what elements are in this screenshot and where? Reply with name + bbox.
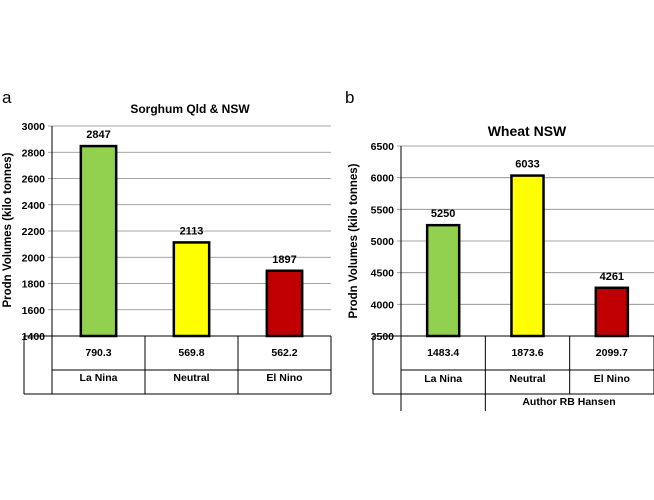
chart-a-category-label: La Nina xyxy=(80,372,118,384)
chart-a-data-labels: 2847 2113 1897 xyxy=(86,129,296,266)
chart-a-y-tick-label: 2200 xyxy=(22,226,46,238)
panel-letter-a: a xyxy=(2,88,12,107)
chart-b-bar-neutral xyxy=(510,174,545,338)
chart-a-data-label: 2847 xyxy=(86,129,110,141)
chart-b-table-value: 1483.4 xyxy=(427,347,459,359)
chart-a-bar-la-nina xyxy=(79,144,118,338)
chart-a-y-tick-label: 2000 xyxy=(22,252,46,264)
chart-a-y-tick-label: 2800 xyxy=(22,147,46,159)
chart-b-y-tick-label: 4000 xyxy=(371,299,395,311)
chart-b-bars xyxy=(425,174,630,338)
chart-b-data-labels: 5250 6033 4261 xyxy=(431,159,624,283)
chart-a-bar-neutral xyxy=(172,241,211,338)
chart-b-y-tick-label: 3500 xyxy=(371,331,395,343)
chart-a-category-table: 790.3 La Nina 569.8 Neutral 562.2 El Nino xyxy=(23,336,332,395)
chart-b-y-tick-label: 6500 xyxy=(371,141,395,153)
chart-a-category-label: Neutral xyxy=(173,372,209,384)
chart-a-y-ticks: 1400 1600 1800 2000 2200 2400 2600 2800 3000 xyxy=(22,121,46,343)
chart-a-y-tick-label: 1800 xyxy=(22,279,46,291)
chart-b-table-value: 2099.7 xyxy=(596,347,628,359)
chart-a-table-value: 562.2 xyxy=(271,347,297,359)
chart-b-data-label: 5250 xyxy=(431,208,455,220)
chart-a-y-tick-label: 1400 xyxy=(22,331,46,343)
chart-b-category-label: La Nina xyxy=(424,373,462,385)
chart-b-ylabel: Prodn Volumes (kilo tonnes) xyxy=(348,163,360,318)
chart-b-bar-el-nino xyxy=(594,286,630,338)
chart-a-data-label: 1897 xyxy=(272,254,296,266)
chart-a-category-label: El Nino xyxy=(266,372,302,384)
chart-a-table-value: 790.3 xyxy=(85,347,111,359)
chart-b: b Wheat NSW Prodn Volumes (kilo tonnes) … xyxy=(345,88,654,411)
chart-a-title: Sorghum Qld & NSW xyxy=(130,102,250,116)
author-credit: Author RB Hansen xyxy=(522,396,615,408)
chart-a-data-label: 2113 xyxy=(180,225,204,237)
chart-b-y-ticks: 3500 4000 4500 5000 5500 6000 6500 xyxy=(371,141,395,343)
chart-a-bar-el-nino xyxy=(265,269,304,338)
chart-b-y-tick-label: 5500 xyxy=(371,204,395,216)
chart-a-y-tick-label: 2600 xyxy=(22,174,46,186)
chart-b-category-label: Neutral xyxy=(509,373,545,385)
chart-b-y-tick-label: 6000 xyxy=(371,173,395,185)
chart-a-ylabel: Prodn Volumes (kilo tonnes) xyxy=(2,152,14,307)
panel-letter-b: b xyxy=(345,88,354,107)
chart-b-table-value: 1873.6 xyxy=(511,347,543,359)
chart-a: a Sorghum Qld & NSW Prodn Volumes (kilo … xyxy=(2,88,332,395)
chart-b-category-label: El Nino xyxy=(594,373,630,385)
chart-a-table-value: 569.8 xyxy=(178,347,204,359)
chart-b-data-label: 4261 xyxy=(600,271,624,283)
chart-b-data-label: 6033 xyxy=(515,159,539,171)
chart-b-bar-la-nina xyxy=(425,223,461,338)
chart-b-category-table: 1483.4 La Nina 1873.6 Neutral 2099.7 El Nino xyxy=(372,336,654,411)
chart-a-bars xyxy=(79,144,304,338)
chart-b-y-tick-label: 4500 xyxy=(371,268,395,280)
chart-a-y-tick-label: 1600 xyxy=(22,305,46,317)
chart-b-y-tick-label: 5000 xyxy=(371,236,395,248)
chart-a-y-tick-label: 3000 xyxy=(22,121,46,133)
chart-b-title: Wheat NSW xyxy=(488,123,567,139)
chart-a-y-tick-label: 2400 xyxy=(22,200,46,212)
